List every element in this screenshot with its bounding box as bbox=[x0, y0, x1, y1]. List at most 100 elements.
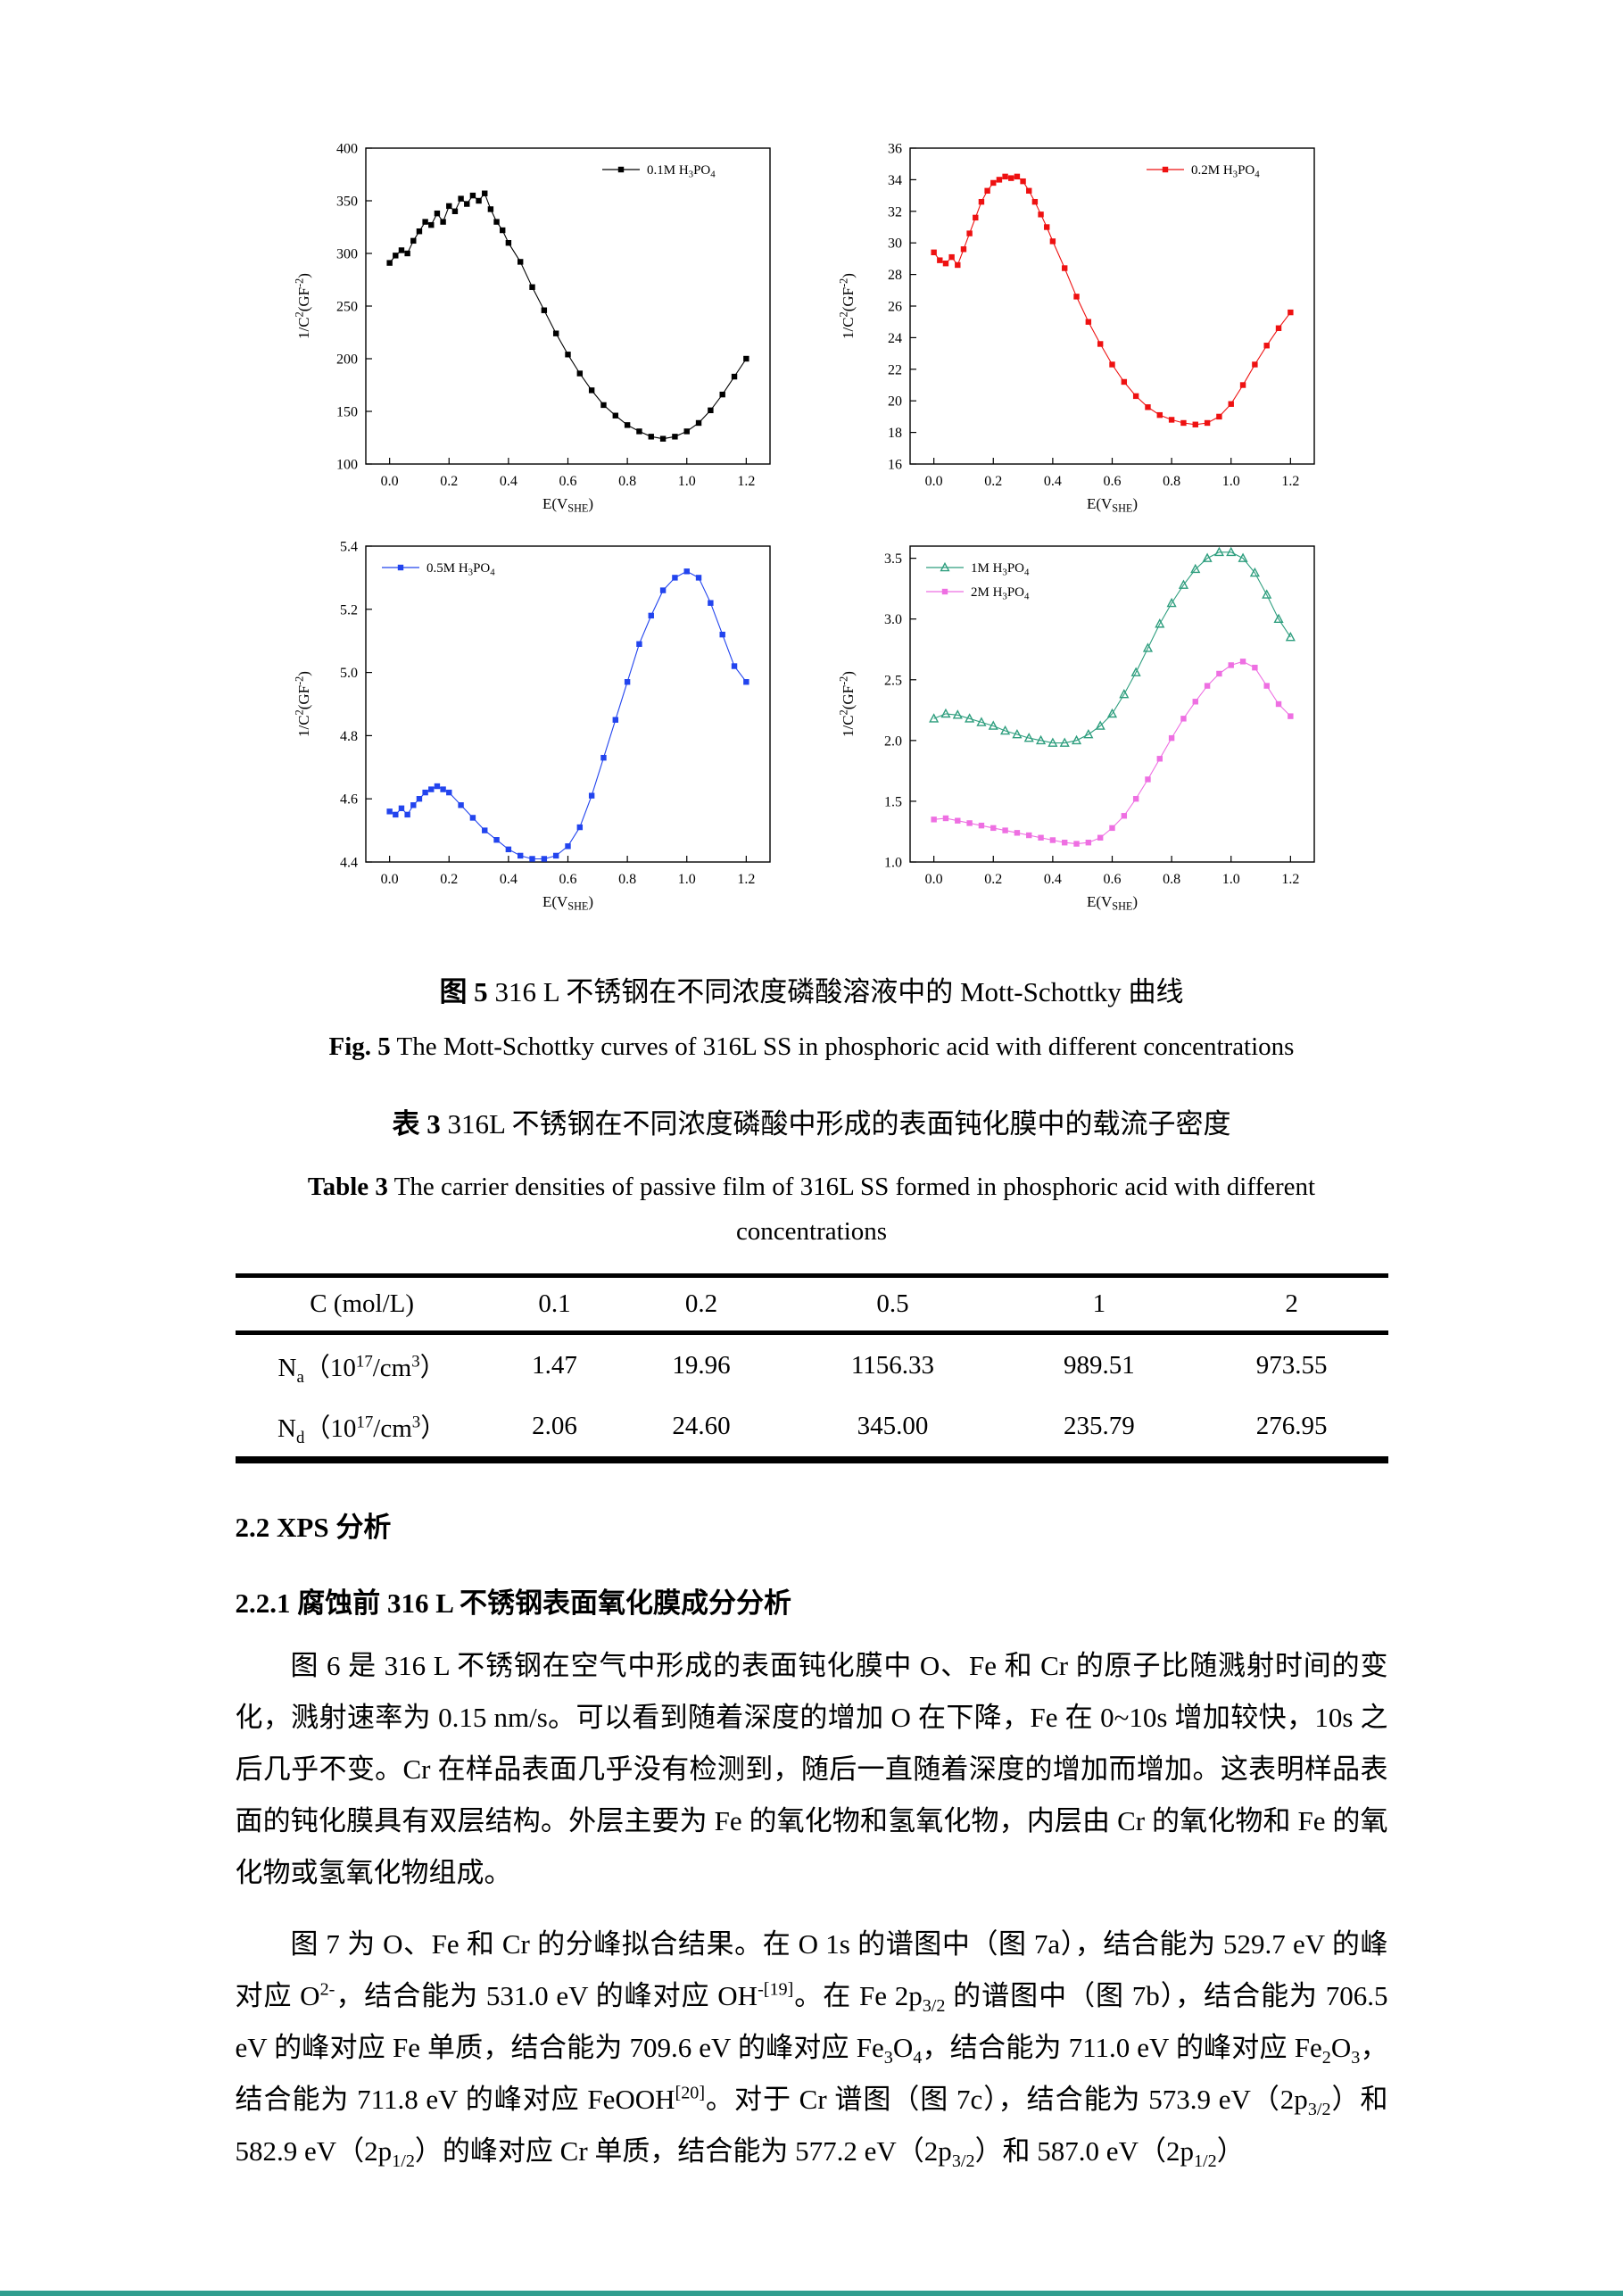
table-3-label-zh: 表 3 bbox=[392, 1108, 441, 1140]
svg-text:4.8: 4.8 bbox=[340, 729, 358, 744]
svg-text:3.5: 3.5 bbox=[884, 551, 902, 567]
svg-text:2M H3PO4: 2M H3PO4 bbox=[971, 585, 1030, 601]
table-row-Nd: Nd（1017/cm3） 2.06 24.60 345.00 235.79 27… bbox=[236, 1396, 1388, 1460]
svg-text:0.6: 0.6 bbox=[1104, 872, 1122, 887]
svg-text:0.1M H3PO4: 0.1M H3PO4 bbox=[647, 163, 716, 179]
svg-text:0.0: 0.0 bbox=[925, 872, 943, 887]
svg-text:0.0: 0.0 bbox=[381, 474, 399, 489]
section-heading-2-2-1: 2.2.1 腐蚀前 316 L 不锈钢表面氧化膜成分分析 bbox=[235, 1587, 791, 1619]
row-label-Nd: Nd（1017/cm3） bbox=[277, 1413, 447, 1447]
cell-Na-0.5: 1156.33 bbox=[850, 1350, 935, 1380]
svg-text:0.5M H3PO4: 0.5M H3PO4 bbox=[426, 561, 495, 577]
body-paragraph-1: 图 6 是 316 L 不锈钢在空气中形成的表面钝化膜中 O、Fe 和 Cr 的… bbox=[235, 1650, 1388, 1888]
chart-1M-2M-H3PO4: 1.0 1.5 2.0 2.5 3.0 3.5 0.0 0.2 0.4 0.6 0.8 1.0 1.2 E… bbox=[832, 532, 1336, 917]
svg-text:200: 200 bbox=[336, 352, 358, 368]
svg-text:5.4: 5.4 bbox=[340, 540, 358, 555]
svg-text:0.8: 0.8 bbox=[618, 474, 636, 489]
svg-text:1.0: 1.0 bbox=[678, 872, 696, 887]
table-3-caption-zh-text: 316L 不锈钢在不同浓度磷酸中形成的表面钝化膜中的载流子密度 bbox=[440, 1108, 1231, 1140]
section-heading-2-2: 2.2 XPS 分析 bbox=[235, 1512, 392, 1543]
svg-text:E(VSHE): E(VSHE) bbox=[1087, 495, 1138, 515]
cell-Nd-0.1: 2.06 bbox=[532, 1411, 577, 1440]
svg-text:22: 22 bbox=[888, 362, 902, 377]
svg-text:28: 28 bbox=[888, 268, 902, 283]
chart-0.1M-H3PO4: 100 150 200 250 300 350 400 0.0 0.2 0.4 0.6 0.8 1.0 1… bbox=[287, 134, 791, 519]
svg-text:400: 400 bbox=[336, 142, 358, 157]
svg-text:1.0: 1.0 bbox=[884, 856, 902, 871]
header-cell-0.1: 0.1 bbox=[538, 1289, 571, 1318]
svg-text:0.2: 0.2 bbox=[984, 474, 1002, 489]
body-paragraph-2: 图 7 为 O、Fe 和 Cr 的分峰拟合结果。在 O 1s 的谱图中（图 7a… bbox=[235, 1928, 1388, 2172]
svg-text:2.0: 2.0 bbox=[884, 734, 902, 749]
svg-text:1/C2(GF-2): 1/C2(GF-2) bbox=[838, 273, 857, 339]
svg-text:18: 18 bbox=[888, 426, 902, 441]
svg-text:1/C2(GF-2): 1/C2(GF-2) bbox=[294, 273, 312, 339]
cell-Nd-2: 276.95 bbox=[1255, 1411, 1328, 1440]
svg-text:E(VSHE): E(VSHE) bbox=[542, 495, 593, 515]
svg-text:36: 36 bbox=[888, 142, 902, 157]
svg-text:0.2M H3PO4: 0.2M H3PO4 bbox=[1191, 163, 1260, 179]
table-3-caption-en-line2: concentrations bbox=[735, 1217, 888, 1246]
svg-text:4.4: 4.4 bbox=[340, 856, 358, 871]
svg-text:0.4: 0.4 bbox=[1044, 872, 1062, 887]
header-cell-concentration: C (mol/L) bbox=[310, 1289, 415, 1318]
svg-text:30: 30 bbox=[888, 236, 902, 252]
svg-text:0.4: 0.4 bbox=[500, 474, 518, 489]
svg-text:26: 26 bbox=[888, 300, 902, 315]
svg-text:0.6: 0.6 bbox=[559, 474, 577, 489]
table-header-row: C (mol/L) 0.1 0.2 0.5 1 2 bbox=[235, 1276, 1388, 1333]
svg-text:E(VSHE): E(VSHE) bbox=[1087, 893, 1138, 913]
cell-Nd-0.5: 345.00 bbox=[857, 1411, 929, 1440]
svg-text:4.6: 4.6 bbox=[340, 792, 358, 808]
figure-5-caption-en-text: The Mott-Schottky curves of 316L SS in p… bbox=[390, 1032, 1295, 1061]
header-cell-0.2: 0.2 bbox=[684, 1289, 718, 1318]
svg-text:0.8: 0.8 bbox=[1163, 872, 1180, 887]
svg-text:1/C2(GF-2): 1/C2(GF-2) bbox=[294, 671, 312, 737]
svg-text:0.4: 0.4 bbox=[500, 872, 518, 887]
svg-text:1.5: 1.5 bbox=[884, 794, 902, 809]
svg-text:24: 24 bbox=[888, 331, 902, 346]
svg-text:0.8: 0.8 bbox=[1163, 474, 1180, 489]
svg-text:0.2: 0.2 bbox=[440, 474, 458, 489]
table-3-label-en: Table 3 bbox=[307, 1173, 388, 1201]
svg-text:1.2: 1.2 bbox=[737, 474, 755, 489]
table-3-carrier-densities: C (mol/L) 0.1 0.2 0.5 1 2 Na（1017/cm3） 1… bbox=[235, 1273, 1388, 1463]
figure-5-caption-zh-text: 316 L 不锈钢在不同浓度磷酸溶液中的 Mott-Schottky 曲线 bbox=[487, 976, 1184, 1007]
header-cell-1: 1 bbox=[1092, 1289, 1106, 1318]
svg-text:1.2: 1.2 bbox=[737, 872, 755, 887]
table-3-caption-zh: 表 3 316L 不锈钢在不同浓度磷酸中形成的表面钝化膜中的载流子密度 bbox=[236, 1101, 1388, 1141]
svg-text:0.8: 0.8 bbox=[618, 872, 636, 887]
table-row-Na: Na（1017/cm3） 1.47 19.96 1156.33 989.51 9… bbox=[236, 1333, 1388, 1397]
row-label-Na: Na（1017/cm3） bbox=[277, 1352, 446, 1387]
svg-text:5.0: 5.0 bbox=[340, 666, 358, 681]
svg-text:1.2: 1.2 bbox=[1281, 872, 1299, 887]
svg-text:0.2: 0.2 bbox=[440, 872, 458, 887]
page-content: 100 150 200 250 300 350 400 0.0 0.2 0.4 0.6 0.8 1.0 1… bbox=[235, 0, 1388, 2177]
cell-Nd-1: 235.79 bbox=[1064, 1411, 1135, 1440]
svg-text:0.0: 0.0 bbox=[381, 872, 399, 887]
svg-text:1M H3PO4: 1M H3PO4 bbox=[971, 561, 1030, 577]
svg-text:350: 350 bbox=[336, 195, 358, 210]
svg-text:0.6: 0.6 bbox=[1104, 474, 1122, 489]
header-cell-0.5: 0.5 bbox=[876, 1289, 909, 1318]
svg-text:0.2: 0.2 bbox=[984, 872, 1002, 887]
figure-5-label-zh: 图 5 bbox=[439, 976, 488, 1007]
cell-Na-0.2: 19.96 bbox=[672, 1350, 731, 1380]
svg-text:20: 20 bbox=[888, 394, 902, 410]
figure-5-caption-zh: 图 5 316 L 不锈钢在不同浓度磷酸溶液中的 Mott-Schottky 曲… bbox=[236, 969, 1388, 1009]
cell-Nd-0.2: 24.60 bbox=[672, 1411, 731, 1440]
svg-text:100: 100 bbox=[336, 458, 358, 473]
table-3-caption-en-text: The carrier densities of passive film of… bbox=[387, 1173, 1316, 1201]
cell-Na-0.1: 1.47 bbox=[532, 1350, 577, 1380]
svg-text:300: 300 bbox=[336, 247, 358, 262]
cell-Na-1: 989.51 bbox=[1064, 1350, 1135, 1380]
chart-0.2M-H3PO4: 16 18 20 22 24 26 28 30 32 34 36 0.0 0.2 0.4 0.6 0.8 1.0… bbox=[832, 134, 1336, 519]
cell-Na-2: 973.55 bbox=[1255, 1350, 1328, 1380]
figure-5-label-en: Fig. 5 bbox=[328, 1032, 391, 1061]
svg-text:1.0: 1.0 bbox=[1222, 872, 1240, 887]
svg-text:0.0: 0.0 bbox=[925, 474, 943, 489]
svg-text:E(VSHE): E(VSHE) bbox=[542, 893, 593, 913]
svg-text:0.6: 0.6 bbox=[559, 872, 577, 887]
header-cell-2: 2 bbox=[1285, 1289, 1298, 1318]
